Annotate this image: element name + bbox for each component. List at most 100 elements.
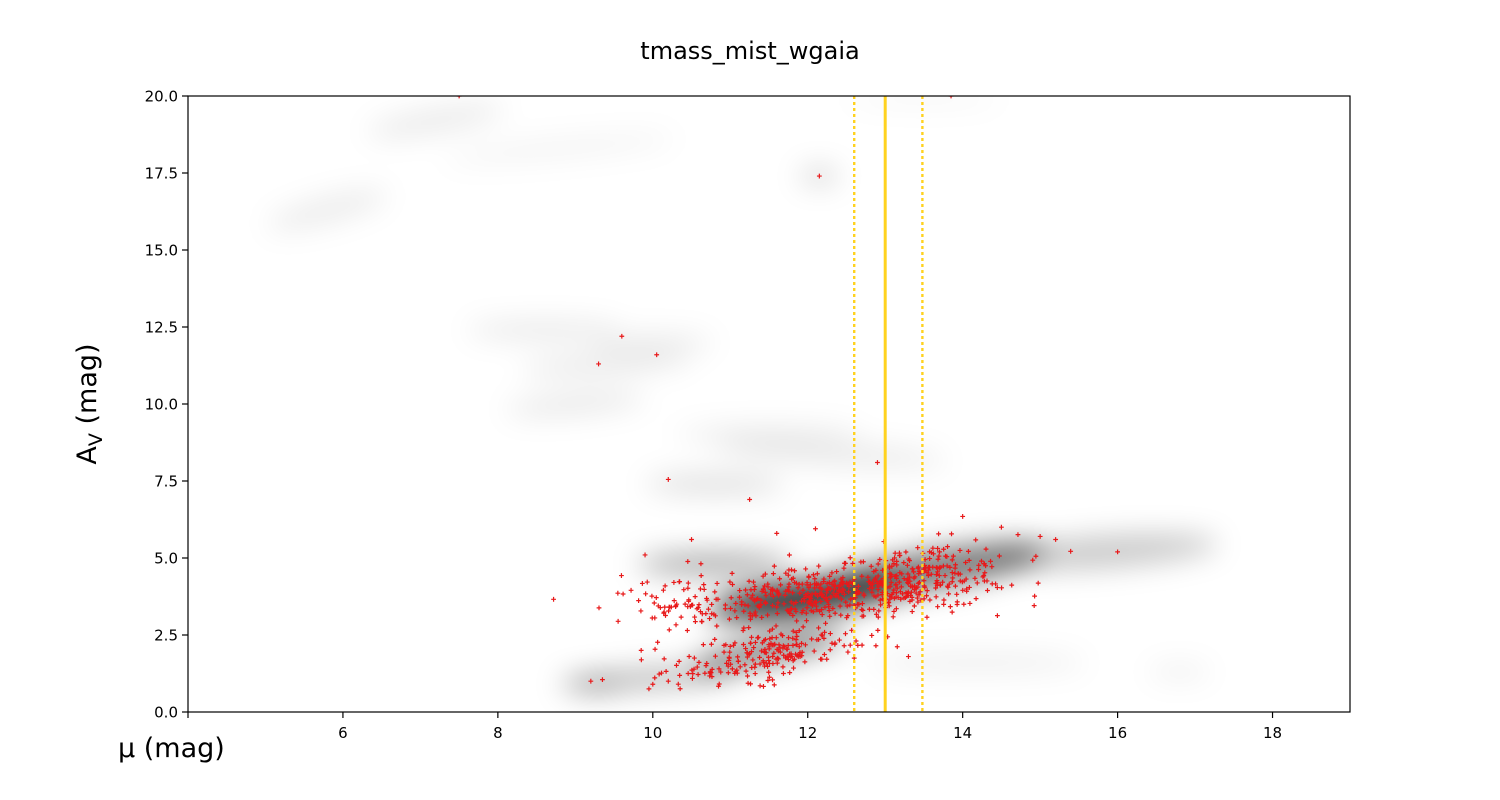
data-point [674,662,679,668]
data-point [822,604,828,610]
data-point [838,596,844,602]
data-point [808,597,814,603]
data-point [924,570,930,575]
x-tick-label: 18 [1263,724,1282,742]
data-point [762,636,768,642]
data-point [949,557,955,563]
data-point [752,584,758,589]
data-point [816,173,822,179]
data-point [981,573,987,578]
data-point [848,596,853,602]
data-point [889,563,895,569]
data-point [847,579,853,585]
data-point [820,632,825,638]
data-point [800,587,806,593]
data-point [821,635,827,641]
y-tick-label: 7.5 [154,473,178,491]
x-tick-label: 6 [338,724,348,742]
data-point [954,602,960,607]
data-point [786,609,792,615]
data-point [652,646,658,652]
data-point [901,560,907,566]
data-point [741,608,747,614]
data-point [737,588,743,593]
data-point [698,561,704,567]
data-point [770,603,775,608]
data-point [891,561,897,567]
data-point [817,585,823,591]
data-point [771,682,777,688]
data-point [866,606,872,612]
data-point [690,671,696,677]
data-point [989,581,995,587]
data-point [787,670,793,676]
data-point [935,556,941,562]
data-point [979,558,984,564]
density-blob [367,104,505,137]
data-point [875,627,881,633]
data-point [655,603,661,609]
data-point [817,608,823,614]
density-blob [645,474,785,494]
data-point [921,578,927,584]
data-point [551,596,556,602]
data-point [893,582,899,588]
data-point [822,652,827,657]
data-point [792,580,797,585]
data-point [677,672,683,678]
data-point [786,552,792,558]
data-point [809,636,815,642]
data-point [989,564,995,570]
data-point [985,588,990,593]
data-point [898,584,904,590]
data-point [803,642,808,648]
data-point [973,596,979,602]
data-point [596,361,601,367]
data-point [781,652,787,658]
data-point [615,618,621,624]
data-point [768,591,773,597]
data-point [878,578,884,584]
data-point [917,580,922,585]
data-point [748,587,754,593]
data-point [865,574,871,580]
data-point [703,611,709,616]
density-blob [986,534,1219,570]
data-point [786,635,791,641]
data-point [836,594,841,600]
data-point [757,602,763,608]
data-point [805,590,811,596]
data-point [781,671,786,676]
data-point [778,582,784,588]
data-point [927,556,933,561]
data-point [891,609,897,614]
data-point [765,612,770,618]
data-point [690,676,695,681]
data-point [758,602,764,607]
data-point [894,585,900,591]
data-point [730,582,735,587]
data-point [743,668,749,674]
y-tick-label: 17.5 [145,165,178,183]
data-point [650,681,656,687]
data-point [829,581,835,587]
x-tick-label: 14 [953,724,972,742]
data-point [699,618,705,624]
data-point [698,609,703,614]
data-point [766,669,772,675]
data-point [966,557,972,563]
data-point [792,656,797,662]
data-point [1015,532,1021,538]
data-point [873,575,878,581]
data-point [724,660,729,666]
data-point [905,571,911,577]
data-point [930,545,936,551]
data-point [790,613,796,618]
data-point [827,647,833,653]
data-point [786,657,791,663]
data-point [749,649,754,654]
data-point [887,565,892,571]
data-point [804,618,809,624]
data-point [773,635,779,641]
